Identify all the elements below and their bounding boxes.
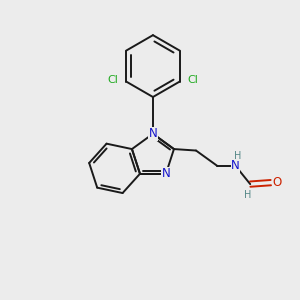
Text: H: H: [234, 151, 242, 160]
Text: N: N: [231, 159, 240, 172]
Text: Cl: Cl: [188, 75, 198, 85]
Text: N: N: [161, 167, 170, 180]
Text: Cl: Cl: [107, 75, 118, 85]
Text: N: N: [148, 127, 157, 140]
Text: H: H: [244, 190, 251, 200]
Text: O: O: [273, 176, 282, 189]
